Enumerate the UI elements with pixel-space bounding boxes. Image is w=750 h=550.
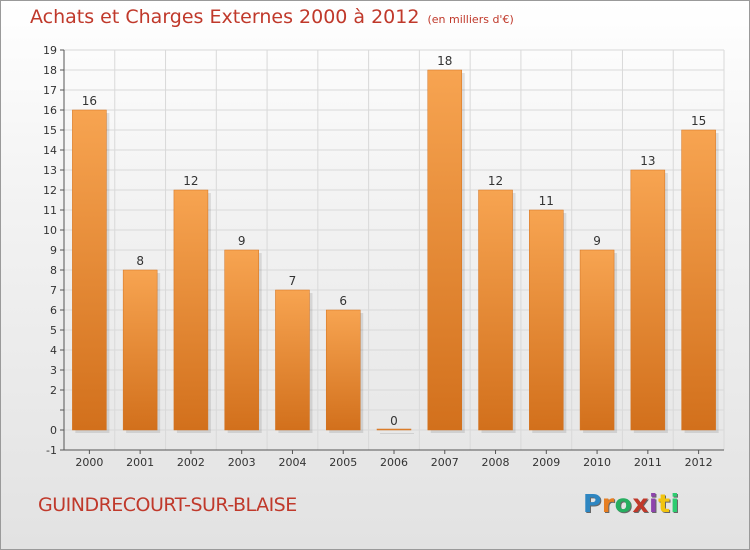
x-tick-label: 2008 xyxy=(482,456,510,469)
x-tick-label: 2009 xyxy=(532,456,560,469)
x-tick-label: 2007 xyxy=(431,456,459,469)
y-tick-label: 8 xyxy=(50,264,57,277)
value-label: 11 xyxy=(539,194,554,208)
y-tick-label: 2 xyxy=(50,384,57,397)
y-tick-label: 18 xyxy=(43,64,57,77)
logo-letter: P xyxy=(583,489,602,518)
logo-letter: o xyxy=(614,489,633,518)
bar-2006 xyxy=(376,428,412,431)
x-tick-label: 2012 xyxy=(685,456,713,469)
y-tick-label: 12 xyxy=(43,184,57,197)
x-tick-label: 2004 xyxy=(278,456,306,469)
value-label: 8 xyxy=(136,254,144,268)
y-tick-label: 17 xyxy=(43,84,57,97)
chart-unit: (en milliers d'€) xyxy=(427,13,514,26)
logo-letter: t xyxy=(658,489,671,518)
bar-2001 xyxy=(122,269,158,431)
x-tick-label: 2010 xyxy=(583,456,611,469)
x-tick-label: 2005 xyxy=(329,456,357,469)
y-tick-label: -1 xyxy=(46,444,57,457)
y-tick-label: 7 xyxy=(50,284,57,297)
value-label: 15 xyxy=(691,114,706,128)
y-tick-label: 4 xyxy=(50,344,57,357)
x-tick-label: 2001 xyxy=(126,456,154,469)
data-labels: 16 2000 8 2001 12 2002 9 2003 7 2004 6 2005 0 2006 18 2… xyxy=(75,54,712,469)
value-label: 0 xyxy=(390,414,398,428)
y-tick-label: 16 xyxy=(43,104,57,117)
y-tick-label: 6 xyxy=(50,304,57,317)
proxiti-logo[interactable]: Proxiti xyxy=(583,489,680,518)
axes: -1 0 2 3 4 5 6 7 8 9 10 11 12 13 14 15 16 17 18 19 xyxy=(43,44,724,457)
value-label: 13 xyxy=(640,154,655,168)
value-label: 6 xyxy=(339,294,347,308)
y-tick-label: 9 xyxy=(50,244,57,257)
value-label: 18 xyxy=(437,54,452,68)
y-tick-label: 13 xyxy=(43,164,57,177)
x-tick-label: 2006 xyxy=(380,456,408,469)
logo-letter: r xyxy=(601,489,615,518)
bar-2003 xyxy=(224,249,259,431)
bar-2005 xyxy=(325,309,361,431)
value-label: 12 xyxy=(183,174,198,188)
y-tick-label: 3 xyxy=(50,364,57,377)
value-label: 9 xyxy=(238,234,246,248)
logo-letter: i xyxy=(649,489,659,518)
x-tick-label: 2003 xyxy=(228,456,256,469)
bar-shadow xyxy=(380,433,414,434)
y-tick-label: 15 xyxy=(43,124,57,137)
bar-2002 xyxy=(173,189,209,431)
bar-2004 xyxy=(275,289,310,431)
chart-title-text: Achats et Charges Externes 2000 à 2012 xyxy=(30,6,420,28)
bar-2008 xyxy=(478,189,513,431)
y-tick-label: 0 xyxy=(50,424,57,437)
y-tick-label: 19 xyxy=(43,44,57,57)
x-tick-label: 2011 xyxy=(634,456,662,469)
commune-name: GUINDRECOURT-SUR-BLAISE xyxy=(38,494,297,516)
y-tick-label: 5 xyxy=(50,324,57,337)
bar-2010 xyxy=(579,249,615,431)
value-label: 12 xyxy=(488,174,503,188)
bar-2011 xyxy=(630,169,666,431)
y-tick-label: 11 xyxy=(43,204,57,217)
x-tick-label: 2002 xyxy=(177,456,205,469)
logo-letter: x xyxy=(632,489,649,518)
value-label: 7 xyxy=(289,274,297,288)
value-label: 9 xyxy=(593,234,601,248)
bars xyxy=(72,69,719,434)
value-label: 16 xyxy=(82,94,97,108)
bar-2009 xyxy=(529,209,564,431)
bar-2007 xyxy=(427,69,463,431)
bar-2012 xyxy=(681,129,716,431)
y-tick-label: 10 xyxy=(43,224,57,237)
y-tick-label: 14 xyxy=(43,144,57,157)
chart-title: Achats et Charges Externes 2000 à 2012 (e… xyxy=(30,6,514,28)
x-tick-label: 2000 xyxy=(75,456,103,469)
bar-2000 xyxy=(72,109,107,431)
logo-letter: i xyxy=(670,489,680,518)
grid-lines xyxy=(63,49,725,451)
